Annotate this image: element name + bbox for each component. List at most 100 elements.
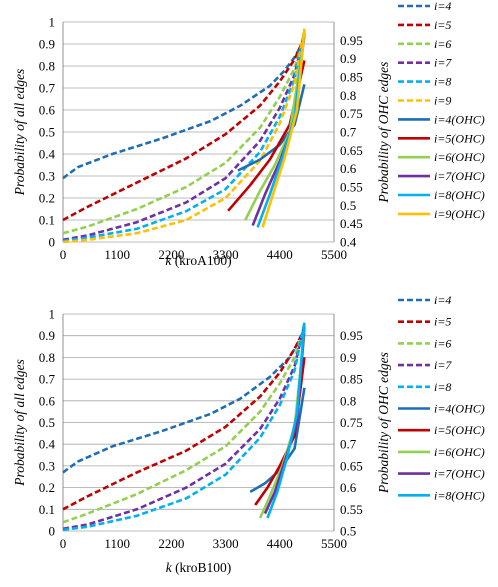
legend-label: i=6 [434,336,451,350]
legend-label: i=8 [434,75,451,89]
x-tick-label: 4400 [267,247,293,262]
y-left-tick-label: 0.9 [39,37,55,52]
y-left-tick-label: 0.8 [39,59,55,74]
y-left-tick-label: 0.5 [39,125,55,140]
series-line-i-4 [62,38,306,180]
y-left-tick-label: 0.8 [39,350,55,365]
y-right-tick-label: 0.95 [340,328,363,343]
y-left-tick-label: 0.4 [39,147,56,162]
legend-label: i=4 [434,0,451,13]
series-line-i-8 [62,322,306,532]
y-left-tick-label: 0.6 [39,103,56,118]
legend-label: i=4(OHC) [434,402,485,416]
series-line-i-5 [62,328,306,511]
y-right-tick-label: 0.85 [340,372,363,387]
legend-label: i=8(OHC) [434,188,485,202]
legend: i=4 i=5 i=6 i=7 i=8 i=9 i=4(OHC) i=5(OHC) i=6(OH… [398,0,485,221]
x-tick-label: 0 [60,536,67,551]
chart-krob100: 0 0.1 0.2 0.3 0.4 0.5 0.6 0.7 0.8 0.9 1 0.5 0.55 0.6 0… [12,293,485,575]
x-tick-label: 5500 [321,536,347,551]
series-line-i-8 [62,30,306,243]
y-left-tick-label: 1 [49,307,56,322]
legend-label: i=6(OHC) [434,445,485,459]
y-right-tick-label: 0.45 [340,216,363,231]
y-right-tick-label: 0.9 [340,350,356,365]
legend-label: i=7(OHC) [434,467,485,481]
y-left-tick-label: 0.6 [39,393,56,408]
x-tick-label: 2200 [158,247,184,262]
y-axis-left-title: Probability of all edges [12,69,27,197]
x-tick-label: 2200 [158,536,184,551]
y-left-tick-label: 0.2 [39,480,55,495]
legend-label: i=5 [434,315,451,329]
legend-label: i=6(OHC) [434,150,485,164]
y-left-tick-label: 0.9 [39,328,55,343]
x-axis-title: k (kroB100) [166,560,232,575]
y-right-tick-label: 0.7 [340,125,357,140]
x-tick-label: 1100 [104,247,130,262]
legend-label: i=4(OHC) [434,112,485,126]
series-line-i-8-ohc- [266,322,306,519]
y-right-tick-label: 0.75 [340,106,363,121]
chart-kroa100: 0 0.1 0.2 0.3 0.4 0.5 0.6 0.7 0.8 0.9 1 0.4 0.45 0.5 0… [12,0,485,268]
y-right-tick-label: 0.6 [340,161,357,176]
y-right-tick-label: 0.4 [340,235,357,250]
y-right-tick-label: 0.8 [340,393,356,408]
y-left-tick-label: 0.2 [39,191,55,206]
y-left-tick-label: 0.1 [39,213,55,228]
x-tick-label: 5500 [321,247,347,262]
y-axis-left-title: Probability of all edges [12,359,27,487]
gridlines [63,21,334,243]
gridlines [63,313,334,532]
y-left-tick-label: 0.3 [39,458,55,473]
legend: i=4 i=5 i=6 i=7 i=8 i=4(OHC) i=5(OHC) i=6(OHC) i… [398,293,485,502]
legend-label: i=4 [434,293,451,307]
x-tick-label: 4400 [267,536,293,551]
series-lines [62,322,306,532]
legend-label: i=5(OHC) [434,131,485,145]
x-axis-title-suffix: (kroA100) [171,253,231,268]
legend-label: i=7 [434,56,452,70]
series-lines [62,28,306,244]
x-tick-label: 1100 [104,536,130,551]
series-line-i-9-ohc- [261,29,306,228]
y-right-tick-label: 0.65 [340,458,363,473]
series-line-i-6-ohc- [244,36,306,221]
y-right-tick-label: 0.6 [340,480,357,495]
y-right-tick-label: 0.95 [340,33,363,48]
legend-label: i=9(OHC) [434,207,485,221]
y-axis-right-title: Probability of OHC edges [376,62,391,204]
legend-label: i=8(OHC) [434,488,485,502]
y-right-tick-label: 0.5 [340,524,356,539]
series-line-i-7 [62,32,306,242]
y-axis-right-title: Probability of OHC edges [376,352,391,494]
series-line-i-4 [62,330,306,474]
y-left-tick-label: 0.4 [39,437,56,452]
y-left-tick-label: 0.3 [39,169,55,184]
x-tick-label: 3300 [213,536,239,551]
y-left-tick-label: 0.7 [39,81,56,96]
y-right-tick-label: 0.65 [340,143,363,158]
y-right-tick-label: 0.55 [340,180,363,195]
y-right-tick-label: 0.55 [340,502,363,517]
y-left-tick-label: 0.7 [39,372,56,387]
legend-label: i=5 [434,18,451,32]
legend-label: i=6 [434,37,451,51]
series-line-i-7 [62,324,306,531]
y-left-tick-label: 0.1 [39,502,55,517]
series-line-i-9 [62,28,306,244]
x-axis-title: k (kroA100) [165,253,231,268]
legend-label: i=8 [434,380,451,394]
y-right-tick-label: 0.5 [340,198,356,213]
x-axis-title-variable: k [165,253,172,268]
y-right-tick-label: 0.7 [340,437,357,452]
y-left-tick-label: 1 [49,15,56,30]
y-left-tick-label: 0.5 [39,415,55,430]
legend-label: i=9 [434,94,451,108]
x-axis-title-variable: k [166,560,173,575]
legend-label: i=5(OHC) [434,423,485,437]
y-left-tick-label: 0 [49,524,56,539]
series-line-i-6 [62,326,306,524]
y-right-tick-label: 0.75 [340,415,363,430]
